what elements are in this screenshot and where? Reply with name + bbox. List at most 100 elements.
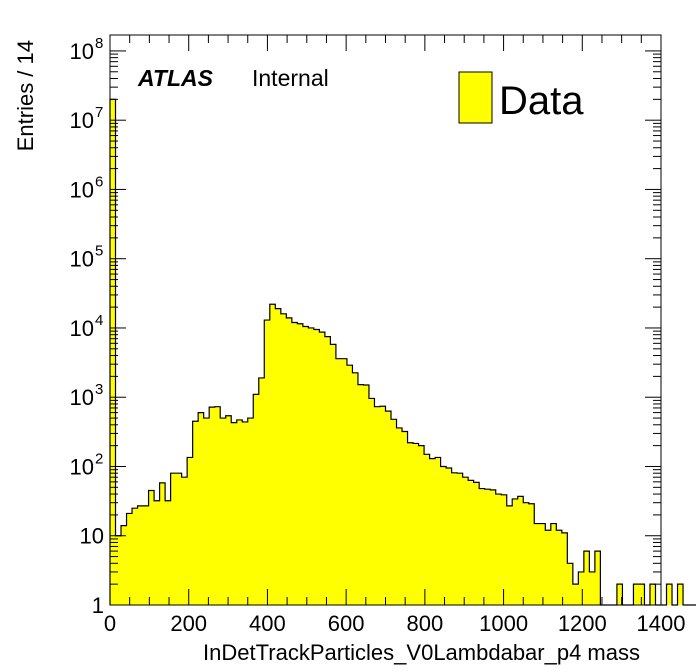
histogram-bar <box>121 525 127 605</box>
histogram-bar <box>313 329 320 605</box>
histogram-bar <box>192 421 199 605</box>
atlas-label: ATLAS <box>137 65 214 91</box>
histogram-bar <box>374 406 381 605</box>
histogram-bar <box>484 489 491 605</box>
histogram-bar <box>115 535 122 605</box>
histogram-bar <box>319 332 326 605</box>
histogram-bar <box>379 406 386 605</box>
histogram-bar <box>181 477 188 605</box>
histogram-bar <box>479 488 485 605</box>
y-tick-label: 10 3 <box>70 381 104 410</box>
histogram-bar <box>126 513 133 605</box>
histogram-bar <box>302 326 309 605</box>
histogram-bar <box>572 584 579 605</box>
y-tick-label-exponent: 7 <box>95 104 103 121</box>
histogram-bar <box>170 473 177 605</box>
y-tick-label-base: 10 <box>80 524 104 549</box>
x-tick-label: 1400 <box>637 611 686 636</box>
histogram-bar <box>209 407 215 605</box>
histogram-bar <box>506 505 513 605</box>
histogram-bar <box>490 489 496 605</box>
y-tick-label-base: 1 <box>92 593 104 618</box>
y-tick-label: 10 <box>80 524 104 549</box>
histogram-bar <box>402 431 408 605</box>
y-tick-label-base: 10 <box>70 247 94 272</box>
y-tick-label: 10 4 <box>70 312 104 341</box>
histogram-bar <box>330 344 337 605</box>
histogram-bar <box>154 500 160 605</box>
x-tick-label: 800 <box>407 611 444 636</box>
y-tick-label-base: 10 <box>70 108 94 133</box>
histogram-bar <box>589 571 596 605</box>
histogram-bar <box>341 358 348 605</box>
histogram-bar <box>561 532 568 605</box>
histogram-bar <box>473 482 480 605</box>
histogram-bar <box>396 427 403 605</box>
histogram-bar <box>666 584 673 605</box>
histogram-bar <box>225 415 232 605</box>
histogram-bar <box>236 419 243 605</box>
histogram-bar <box>335 358 342 605</box>
histogram-bar <box>446 468 452 605</box>
histogram-bar <box>457 473 463 605</box>
histogram-bar <box>269 304 276 605</box>
histogram-bar <box>165 500 171 605</box>
plot-frame <box>109 34 662 606</box>
histogram-bar <box>198 412 204 605</box>
histogram-bar <box>297 323 304 605</box>
histogram-outline <box>109 98 696 606</box>
histogram-bar <box>407 442 414 605</box>
y-tick-label: 1 <box>92 593 104 618</box>
histogram-bar <box>638 584 645 605</box>
y-tick-label-base: 10 <box>70 316 94 341</box>
histogram-bar <box>368 398 375 605</box>
y-tick-label: 10 6 <box>70 173 104 202</box>
histogram-bar <box>578 571 585 605</box>
histogram-bar <box>203 418 210 605</box>
histogram-bar <box>550 523 557 605</box>
y-tick-label-exponent: 3 <box>95 381 103 398</box>
legend-swatch-data <box>458 71 493 124</box>
internal-label: Internal <box>252 65 329 91</box>
histogram-bar <box>649 584 656 605</box>
histogram-bar <box>385 411 392 605</box>
x-tick-label: 1200 <box>558 611 607 636</box>
histogram-bar <box>324 336 331 605</box>
histogram-bar <box>539 523 546 605</box>
histogram-bar <box>429 458 436 605</box>
histogram-bar <box>633 584 640 605</box>
histogram-bar <box>495 494 502 605</box>
histogram-bars <box>110 99 684 605</box>
histogram-bar <box>291 322 298 605</box>
histogram-bar <box>413 443 419 605</box>
histogram-bar <box>523 502 530 605</box>
histogram-bar <box>357 384 364 605</box>
y-axis-title: Entries / 14 <box>13 40 38 151</box>
histogram-bar <box>424 454 430 605</box>
histogram-bar <box>132 508 138 605</box>
histogram-bar <box>148 490 155 605</box>
x-tick-label: 200 <box>170 611 207 636</box>
histogram-bar <box>137 505 144 605</box>
histogram-bar <box>440 466 447 605</box>
histogram-bar <box>352 372 359 605</box>
histogram-bar <box>280 313 287 605</box>
x-tick-label: 0 <box>104 611 116 636</box>
histogram-bar <box>677 584 684 605</box>
histogram-bar <box>451 472 458 605</box>
histogram-bar <box>517 496 524 605</box>
axis-ticks <box>109 35 662 606</box>
y-tick-label: 10 2 <box>70 451 104 480</box>
y-tick-label-exponent: 5 <box>95 243 103 260</box>
y-tick-label-exponent: 4 <box>95 312 103 329</box>
y-tick-label-base: 10 <box>70 39 94 64</box>
histogram-bar <box>275 308 282 605</box>
y-tick-label-exponent: 6 <box>95 173 103 190</box>
histogram-bar <box>435 457 441 605</box>
histogram-bar <box>143 505 149 605</box>
histogram-bar <box>247 418 254 605</box>
histogram-bar <box>346 365 353 605</box>
histogram-bar <box>512 498 519 605</box>
histogram-bar <box>214 406 221 605</box>
